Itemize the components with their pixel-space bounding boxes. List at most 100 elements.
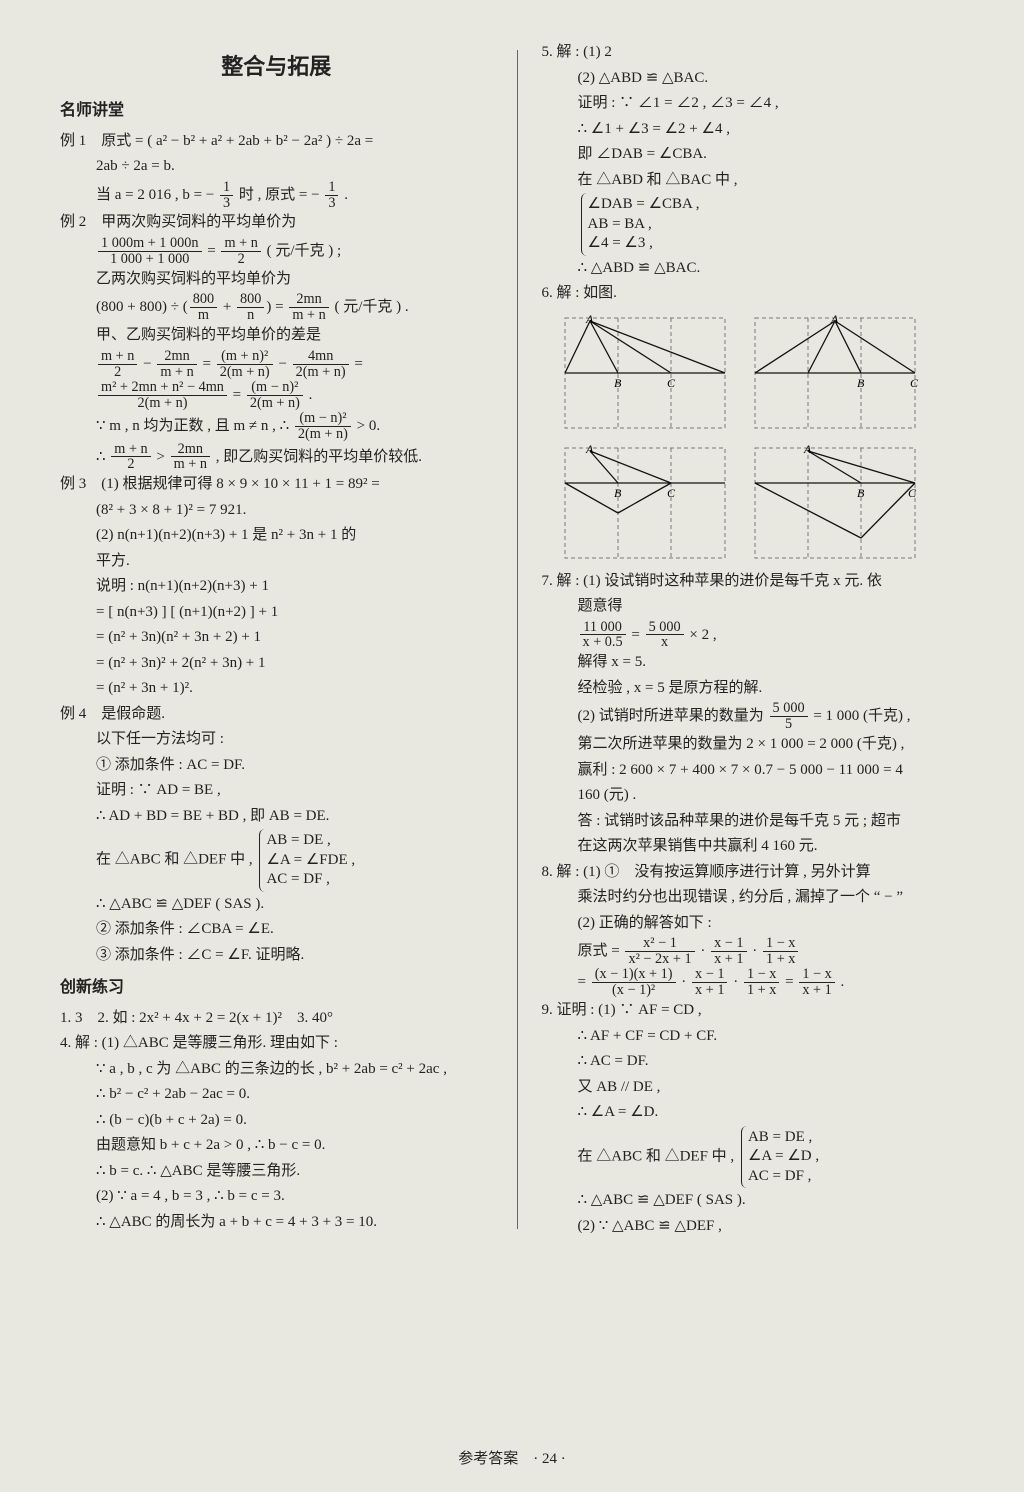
fraction: 1 000m + 1 000n1 000 + 1 000 <box>98 236 202 267</box>
body-text: 11 000x + 0.5 = 5 000x × 2 , <box>542 620 975 651</box>
body-text: = (n² + 3n)² + 2(n² + 3n) + 1 <box>60 651 493 677</box>
text: 在 △ABC 和 △DEF 中 , <box>96 852 256 868</box>
fraction: 5 0005 <box>770 701 808 732</box>
body-text: 9. 证明 : (1) ∵ AF = CD , <box>542 998 975 1024</box>
text: = <box>631 626 643 642</box>
body-text: (2) 试销时所进苹果的数量为 5 0005 = 1 000 (千克) , <box>542 701 975 732</box>
svg-text:A: A <box>830 313 839 326</box>
fraction: (m − n)²2(m + n) <box>295 411 351 442</box>
text: = <box>354 356 362 372</box>
fraction: 2mnm + n <box>171 442 210 473</box>
body-text: (2) ∵ △ABC ≌ △DEF , <box>542 1214 975 1240</box>
body-text: 第二次所进苹果的数量为 2 × 1 000 = 2 000 (千克) , <box>542 732 975 758</box>
body-text: ∴ (b − c)(b + c + 2a) = 0. <box>60 1108 493 1134</box>
svg-text:A: A <box>585 313 594 326</box>
body-text: 又 AB // DE , <box>542 1075 975 1101</box>
text: · <box>752 943 761 959</box>
text: 当 a = 2 016 , b = − <box>96 186 214 202</box>
body-text: ∴ AC = DF. <box>542 1049 975 1075</box>
body-text: ∠DAB = ∠CBA , AB = BA , ∠4 = ∠3 , <box>542 193 975 256</box>
fraction: 2mnm + n <box>157 349 196 380</box>
body-text: 甲、乙购买饲料的平均单价的差是 <box>60 323 493 349</box>
brace-line: ∠DAB = ∠CBA , <box>588 196 700 212</box>
body-text: (8² + 3 × 8 + 1)² = 7 921. <box>60 498 493 524</box>
body-text: 当 a = 2 016 , b = − 13 时 , 原式 = − 13 . <box>60 180 493 211</box>
diagram-grid: A B C A B C <box>560 313 975 563</box>
body-text: 说明 : n(n+1)(n+2)(n+3) + 1 <box>60 574 493 600</box>
body-text: 例 4 是假命题. <box>60 702 493 728</box>
triangle-diagram-3: A B C <box>560 443 730 563</box>
two-column-layout: 整合与拓展 名师讲堂 例 1 原式 = ( a² − b² + a² + 2ab… <box>60 40 974 1239</box>
body-text: (2) 正确的解答如下 : <box>542 911 975 937</box>
text: (2) 试销时所进苹果的数量为 <box>578 708 768 724</box>
body-text: ∴ m + n2 > 2mnm + n , 即乙购买饲料的平均单价较低. <box>60 442 493 473</box>
body-text: 答 : 试销时该品种苹果的进价是每千克 5 元 ; 超市 <box>542 809 975 835</box>
body-text: = [ n(n+3) ] [ (n+1)(n+2) ] + 1 <box>60 600 493 626</box>
fraction: x − 1x + 1 <box>711 936 746 967</box>
body-text: 在 △ABC 和 △DEF 中 , AB = DE , ∠A = ∠D , AC… <box>542 1126 975 1189</box>
text: 时 , 原式 = − <box>239 186 320 202</box>
fraction: 11 000x + 0.5 <box>580 620 626 651</box>
body-text: ∴ b = c. ∴ △ABC 是等腰三角形. <box>60 1159 493 1185</box>
body-text: 5. 解 : (1) 2 <box>542 40 975 66</box>
body-text: ∴ ∠1 + ∠3 = ∠2 + ∠4 , <box>542 117 975 143</box>
fraction: 1 − x1 + x <box>763 936 798 967</box>
fraction: m² + 2mn + n² − 4mn2(m + n) <box>98 380 227 411</box>
text: . <box>309 387 313 403</box>
fraction: 13 <box>325 180 338 211</box>
body-text: ∴ AF + CF = CD + CF. <box>542 1024 975 1050</box>
left-column: 整合与拓展 名师讲堂 例 1 原式 = ( a² − b² + a² + 2ab… <box>60 40 493 1239</box>
body-text: 平方. <box>60 549 493 575</box>
text: > 0. <box>357 418 380 434</box>
body-text: m + n2 − 2mnm + n = (m + n)²2(m + n) − 4… <box>60 349 493 380</box>
body-text: 赢利 : 2 600 × 7 + 400 × 7 × 0.7 − 5 000 −… <box>542 758 975 784</box>
body-text: ∵ a , b , c 为 △ABC 的三条边的长 , b² + 2ab = c… <box>60 1057 493 1083</box>
fraction: x² − 1x² − 2x + 1 <box>625 936 694 967</box>
body-text: ∴ △ABD ≌ △BAC. <box>542 256 975 282</box>
column-divider <box>517 50 518 1229</box>
body-text: (2) ∵ a = 4 , b = 3 , ∴ b = c = 3. <box>60 1184 493 1210</box>
body-text: ∴ △ABC 的周长为 a + b + c = 4 + 3 + 3 = 10. <box>60 1210 493 1236</box>
text: · <box>700 943 709 959</box>
fraction: 2mnm + n <box>289 292 328 323</box>
text: = <box>785 974 797 990</box>
text: ∵ m , n 均为正数 , 且 m ≠ n , ∴ <box>96 418 293 434</box>
body-text: ∴ △ABC ≌ △DEF ( SAS ). <box>60 892 493 918</box>
body-text: 在 △ABD 和 △BAC 中 , <box>542 168 975 194</box>
text: ( 元/千克 ) ; <box>267 243 342 259</box>
fraction: 5 000x <box>646 620 684 651</box>
text: − <box>278 356 290 372</box>
text: ∴ <box>96 448 109 464</box>
text: = <box>207 243 219 259</box>
body-text: 1 000m + 1 000n1 000 + 1 000 = m + n2 ( … <box>60 236 493 267</box>
body-text: 1. 3 2. 如 : 2x² + 4x + 2 = 2(x + 1)² 3. … <box>60 1006 493 1032</box>
text: (800 + 800) ÷ <box>96 299 183 315</box>
fraction: 13 <box>220 180 233 211</box>
text: . <box>841 974 845 990</box>
body-text: ∴ b² − c² + 2ab − 2ac = 0. <box>60 1082 493 1108</box>
body-text: 例 3 (1) 根据规律可得 8 × 9 × 10 × 11 + 1 = 89²… <box>60 472 493 498</box>
body-text: ∴ △ABC ≌ △DEF ( SAS ). <box>542 1188 975 1214</box>
text: · <box>733 974 742 990</box>
body-text: 经检验 , x = 5 是原方程的解. <box>542 676 975 702</box>
page-footer: 参考答案 · 24 · <box>0 1447 1024 1473</box>
brace-group: AB = DE , ∠A = ∠D , AC = DF , <box>741 1126 819 1189</box>
text: = <box>202 356 214 372</box>
text: 原式 = <box>578 943 624 959</box>
section-heading: 名师讲堂 <box>60 97 493 124</box>
brace-line: AC = DF , <box>266 871 329 887</box>
svg-text:B: B <box>614 376 622 390</box>
svg-text:A: A <box>585 443 594 456</box>
text: , 即乙购买饲料的平均单价较低. <box>216 448 422 464</box>
fraction: m + n2 <box>98 349 137 380</box>
brace-group: AB = DE , ∠A = ∠FDE , AC = DF , <box>259 829 355 892</box>
body-text: ∴ AD + BD = BE + BD , 即 AB = DE. <box>60 804 493 830</box>
body-text: (2) △ABD ≌ △BAC. <box>542 66 975 92</box>
fraction: 1 − x1 + x <box>744 967 779 998</box>
svg-text:A: A <box>803 443 812 456</box>
fraction: 800n <box>237 292 264 323</box>
brace-line: ∠4 = ∠3 , <box>588 235 653 251</box>
page-title: 整合与拓展 <box>60 48 493 85</box>
body-text: ③ 添加条件 : ∠C = ∠F. 证明略. <box>60 943 493 969</box>
svg-text:C: C <box>910 376 919 390</box>
